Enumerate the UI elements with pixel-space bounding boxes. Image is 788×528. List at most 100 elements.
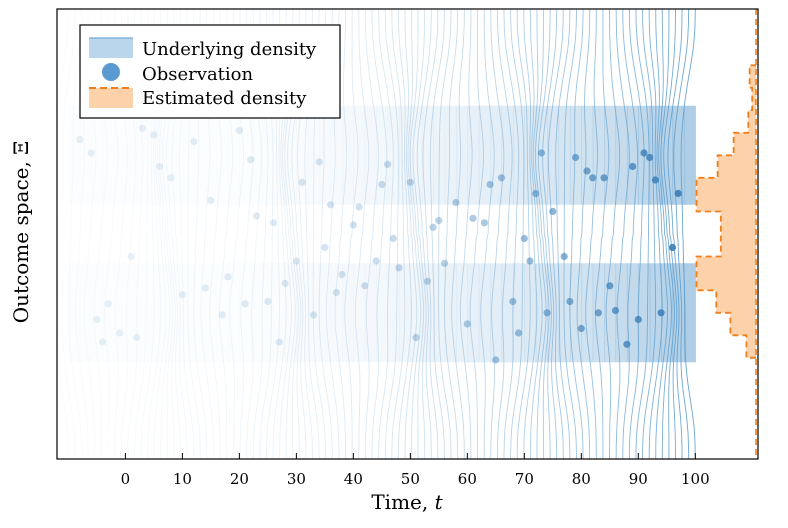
observation-point bbox=[372, 257, 380, 265]
density-band-strip-upper bbox=[217, 106, 229, 205]
legend-estimated-label: Estimated density bbox=[142, 88, 307, 109]
observation-point bbox=[270, 219, 278, 227]
density-band-strip-lower bbox=[444, 263, 457, 363]
density-contour-line bbox=[529, 9, 543, 459]
observation-point bbox=[241, 300, 249, 308]
estimated-density-area bbox=[696, 65, 756, 358]
density-contour-line bbox=[622, 9, 638, 459]
density-band-strip-lower bbox=[547, 263, 560, 363]
density-band-strip-upper bbox=[319, 105, 332, 205]
density-band-strip-upper bbox=[672, 105, 685, 205]
density-contour-line bbox=[510, 9, 525, 459]
density-contour-line bbox=[635, 9, 650, 459]
density-band-strip-lower bbox=[626, 263, 639, 363]
density-band-strip-lower bbox=[330, 263, 343, 363]
x-tick-label: 70 bbox=[515, 470, 534, 488]
density-band-strip-upper bbox=[604, 105, 617, 205]
observation-point bbox=[247, 156, 255, 164]
x-tick-label: 50 bbox=[401, 470, 420, 488]
density-band-strip-lower bbox=[353, 263, 366, 363]
density-contour-line bbox=[569, 9, 584, 459]
density-contour-line bbox=[67, 9, 83, 459]
observation-point bbox=[389, 234, 397, 243]
density-contour-line bbox=[667, 9, 683, 459]
density-band-strip-upper bbox=[581, 105, 594, 205]
density-contour-line bbox=[658, 9, 672, 459]
observation-point bbox=[395, 264, 403, 272]
density-band-strip-upper bbox=[194, 106, 206, 205]
density-contour-line bbox=[648, 9, 663, 459]
density-contour-line bbox=[407, 9, 422, 459]
density-contour-line bbox=[576, 9, 591, 459]
density-band-strip-lower bbox=[638, 263, 651, 363]
density-band-strip-lower bbox=[581, 263, 594, 363]
density-band-strip-lower bbox=[512, 263, 525, 363]
observation-point bbox=[116, 329, 124, 337]
density-contour-line bbox=[532, 9, 547, 459]
observation-point bbox=[338, 270, 346, 279]
observation-point bbox=[292, 257, 300, 265]
density-band-strip-upper bbox=[626, 105, 639, 205]
observation-point bbox=[646, 153, 654, 162]
density-contour-line bbox=[480, 9, 495, 459]
observation-point bbox=[327, 201, 335, 209]
observation-point bbox=[76, 135, 84, 144]
y-axis-label: Outcome space, Ξ bbox=[9, 141, 33, 324]
observation-point bbox=[492, 356, 500, 364]
x-tick-label: 90 bbox=[629, 470, 648, 488]
observation-point bbox=[178, 291, 186, 299]
density-band-strip-upper bbox=[455, 105, 468, 205]
density-band-strip-upper bbox=[376, 105, 389, 205]
x-tick-label: 80 bbox=[572, 470, 591, 488]
observation-point bbox=[99, 338, 107, 346]
x-tick-label: 100 bbox=[681, 470, 710, 488]
observation-point bbox=[201, 284, 209, 292]
observation-point bbox=[93, 315, 101, 324]
observation-point bbox=[463, 320, 471, 328]
density-contour-line bbox=[429, 9, 445, 459]
observation-point bbox=[412, 333, 420, 342]
density-contour-line bbox=[364, 9, 379, 459]
density-band-strip-lower bbox=[455, 263, 468, 363]
observation-point bbox=[469, 214, 477, 222]
observation-point bbox=[309, 311, 318, 319]
density-band-strip-lower bbox=[672, 263, 685, 363]
density-band-strip-lower bbox=[387, 263, 400, 363]
density-band-strip-upper bbox=[661, 105, 674, 205]
observation-point bbox=[207, 196, 215, 204]
density-contour-line bbox=[334, 9, 348, 459]
density-band-strip-upper bbox=[330, 105, 343, 205]
density-band-strip-lower bbox=[558, 263, 571, 363]
density-band-strip-upper bbox=[649, 105, 662, 205]
observation-point bbox=[104, 300, 112, 308]
observation-point bbox=[543, 309, 551, 317]
density-band-strip-lower bbox=[501, 263, 514, 363]
observation-point bbox=[583, 167, 591, 175]
density-contour-line bbox=[542, 9, 558, 459]
observation-point bbox=[589, 174, 597, 182]
observation-point bbox=[594, 309, 603, 317]
observation-point bbox=[361, 282, 369, 290]
underlying-density-layer bbox=[57, 9, 696, 459]
density-contour-line bbox=[416, 9, 432, 459]
observation-point bbox=[321, 243, 329, 252]
observation-point bbox=[275, 338, 283, 346]
density-band-strip-upper bbox=[467, 105, 480, 205]
density-band-strip-upper bbox=[524, 105, 537, 205]
observation-point bbox=[332, 288, 340, 297]
density-contour-line bbox=[547, 9, 564, 459]
density-band-strip-lower bbox=[467, 263, 480, 363]
estimated-density-outline bbox=[695, 64, 756, 359]
density-contour-line bbox=[555, 9, 571, 459]
x-axis-ticks: 0 10 20 30 40 50 60 70 80 90 100 bbox=[121, 453, 710, 488]
density-contour-line bbox=[595, 9, 610, 459]
observation-point bbox=[520, 234, 528, 243]
density-band-strip-lower bbox=[569, 263, 582, 363]
observation-point bbox=[190, 138, 198, 146]
estimated-density-layer bbox=[695, 9, 757, 459]
density-band-strip-upper bbox=[478, 105, 491, 205]
density-contour-line bbox=[628, 9, 645, 459]
density-band-strip-lower bbox=[683, 263, 696, 363]
observation-point bbox=[435, 216, 443, 225]
density-band-strip-upper bbox=[547, 105, 560, 205]
